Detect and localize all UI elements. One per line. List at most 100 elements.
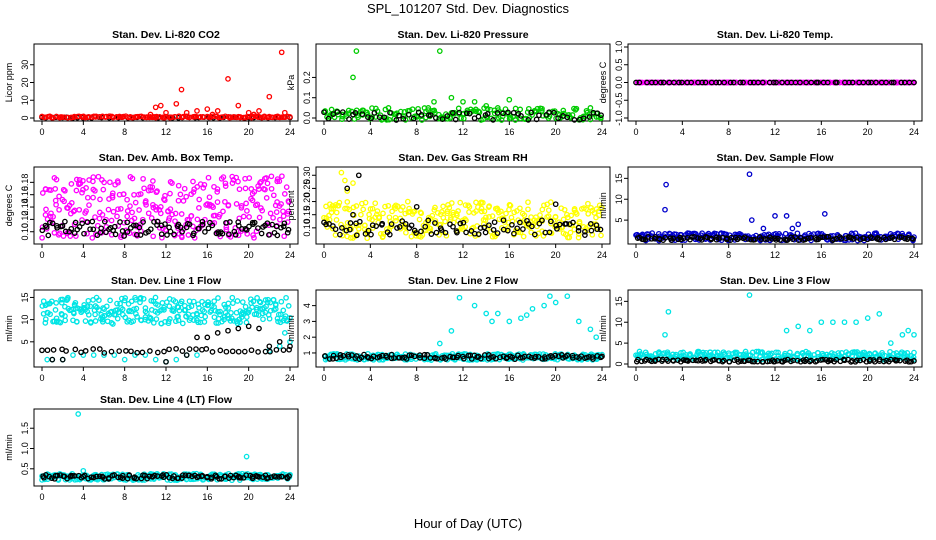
data-point-magenta: [238, 204, 245, 211]
data-point-magenta: [79, 189, 85, 196]
data-point-cyan: [215, 295, 221, 301]
data-point-black: [89, 218, 96, 225]
x-tick-label: 20: [863, 127, 873, 137]
data-point-black: [103, 229, 109, 236]
data-point-black: [388, 221, 395, 227]
data-point-black: [488, 354, 494, 360]
data-point-black: [546, 229, 553, 236]
data-point-magenta: [94, 222, 101, 229]
data-point-black: [251, 219, 258, 226]
data-point-cyan: [552, 299, 559, 306]
data-point-black: [402, 221, 409, 227]
data-point-magenta: [259, 207, 266, 214]
data-point-black: [216, 475, 223, 482]
data-point-black: [199, 218, 206, 225]
data-point-black: [652, 357, 659, 363]
data-point-cyan: [111, 352, 118, 358]
data-point-magenta: [218, 175, 225, 182]
x-tick-label: 0: [321, 127, 326, 137]
y-axis-label: degrees C: [598, 61, 608, 103]
data-point-black: [330, 355, 336, 362]
data-point-black: [716, 235, 722, 241]
data-point-magenta: [256, 214, 263, 221]
data-point-black: [908, 358, 914, 365]
data-point-black: [63, 348, 69, 354]
data-point-magenta: [56, 230, 63, 237]
data-point-cyan: [229, 294, 236, 301]
data-point-blue: [906, 231, 912, 238]
data-point-black: [209, 222, 216, 229]
data-point-black: [594, 226, 601, 233]
data-point-red: [197, 114, 204, 121]
data-point-black: [867, 356, 873, 363]
data-point-magenta: [147, 184, 154, 190]
data-point-cyan: [518, 315, 524, 322]
data-point-black: [79, 220, 86, 227]
data-point-magenta: [196, 205, 202, 211]
data-point-magenta: [285, 208, 292, 215]
figure-title: SPL_101207 Std. Dev. Diagnostics: [366, 1, 570, 16]
data-point-black: [590, 356, 596, 362]
data-point-black: [846, 79, 852, 86]
data-point-black: [87, 226, 93, 233]
data-point-black: [90, 474, 97, 481]
data-point-green: [560, 107, 567, 114]
data-point-yellow: [498, 208, 504, 215]
data-point-black: [849, 79, 856, 86]
data-point-cyan: [92, 318, 99, 324]
data-point-black: [274, 232, 281, 239]
data-point-cyan: [155, 302, 161, 308]
data-point-red: [183, 109, 190, 116]
data-point-yellow: [446, 204, 453, 211]
data-point-black: [433, 229, 440, 236]
data-point-yellow: [335, 202, 342, 209]
data-point-black: [906, 358, 912, 365]
data-point-cyan: [140, 295, 147, 302]
data-point-black: [680, 235, 687, 242]
data-point-magenta: [710, 79, 717, 86]
data-point-black: [237, 474, 244, 481]
data-point-green: [328, 106, 335, 113]
data-point-yellow: [416, 216, 423, 223]
y-tick-label: 0.15: [302, 206, 312, 224]
data-point-black: [59, 356, 66, 363]
data-point-black: [648, 79, 655, 86]
data-point-black: [276, 474, 282, 480]
data-point-magenta: [114, 178, 121, 184]
data-point-magenta: [185, 232, 192, 238]
data-point-black: [703, 356, 709, 363]
data-point-magenta: [276, 178, 283, 185]
data-point-magenta: [175, 182, 182, 189]
data-point-black: [62, 228, 69, 235]
data-point-cyan: [287, 314, 293, 321]
data-point-black: [735, 359, 742, 365]
data-point-yellow: [443, 232, 450, 239]
y-tick-label: 10: [20, 95, 30, 105]
data-point-magenta: [222, 180, 229, 187]
panel-title: Stan. Dev. Line 3 Flow: [720, 275, 831, 287]
data-point-magenta: [162, 192, 168, 199]
data-point-black: [96, 473, 103, 480]
data-point-magenta: [62, 187, 68, 194]
y-tick-label: 20: [20, 77, 30, 87]
data-point-yellow: [483, 214, 489, 221]
data-point-black: [393, 117, 400, 123]
data-point-black: [721, 79, 728, 86]
data-point-black: [582, 228, 588, 235]
x-tick-label: 16: [202, 373, 212, 383]
x-tick-label: 24: [597, 250, 607, 260]
data-point-red: [96, 114, 103, 120]
data-point-black: [137, 232, 144, 238]
data-point-magenta: [43, 206, 49, 213]
x-tick-label: 8: [122, 250, 127, 260]
data-point-yellow: [486, 214, 492, 220]
data-point-red: [119, 114, 126, 120]
data-point-black: [688, 79, 695, 86]
data-point-black: [802, 236, 809, 243]
y-tick-label: 2: [302, 335, 312, 340]
data-point-cyan: [787, 349, 793, 356]
x-tick-label: 8: [122, 492, 127, 502]
y-tick-label: 15: [614, 173, 624, 183]
data-point-red: [235, 102, 242, 109]
data-point-black: [396, 354, 403, 361]
